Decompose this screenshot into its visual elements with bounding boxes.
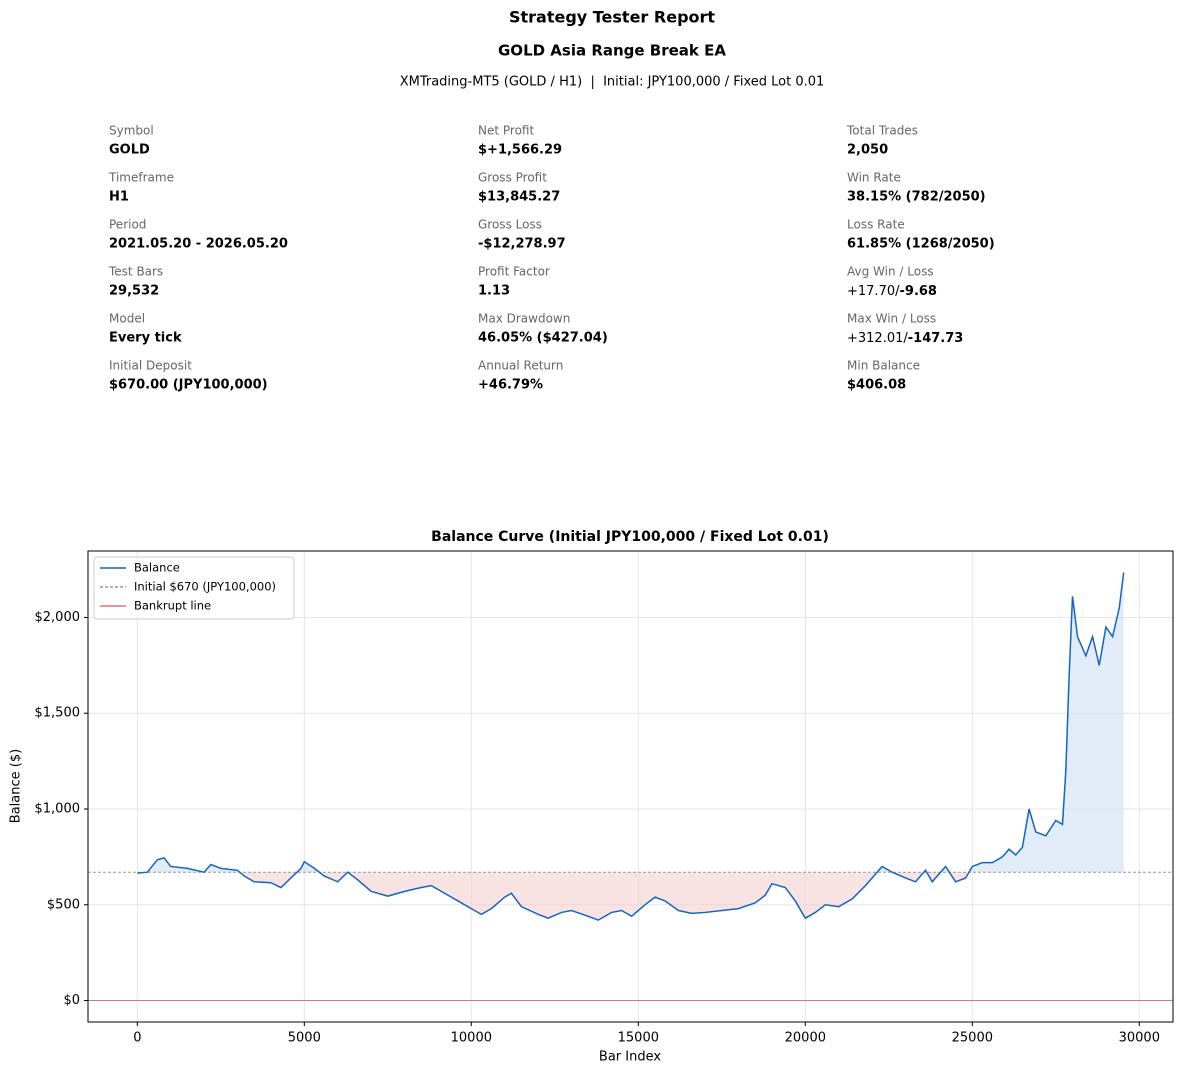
stat-value: 38.15% (782/2050) <box>847 190 986 205</box>
y-tick-label: $2,000 <box>35 610 81 625</box>
stat-value: 2021.05.20 - 2026.05.20 <box>109 237 288 252</box>
stat-label: Test Bars <box>108 265 163 279</box>
y-tick-label: $1,000 <box>35 802 81 817</box>
stat-label: Gross Profit <box>478 171 547 185</box>
report-subtitle: GOLD Asia Range Break EA <box>498 42 726 60</box>
chart-title: Balance Curve (Initial JPY100,000 / Fixe… <box>431 529 829 545</box>
stat-label: Win Rate <box>847 171 901 185</box>
stat-value: +46.79% <box>478 378 543 393</box>
stat-label: Period <box>109 218 146 232</box>
balance-line <box>137 572 1125 921</box>
stat-label: Avg Win / Loss <box>847 265 934 279</box>
stat-label: Max Win / Loss <box>847 312 936 326</box>
x-tick-label: 30000 <box>1119 1031 1160 1046</box>
legend-label: Bankrupt line <box>134 599 211 613</box>
stat-label: Symbol <box>109 124 154 138</box>
y-tick-label: $500 <box>47 897 80 912</box>
stat-label: Min Balance <box>847 359 920 373</box>
stat-label: Total Trades <box>846 124 918 138</box>
report-title: Strategy Tester Report <box>509 8 715 27</box>
stat-value: $670.00 (JPY100,000) <box>109 378 268 393</box>
stat-value: 2,050 <box>847 143 888 158</box>
stat-value-part: -9.68 <box>900 284 937 299</box>
stat-value: 46.05% ($427.04) <box>478 331 608 346</box>
legend-label: Balance <box>134 561 180 575</box>
stat-value: Every tick <box>109 331 182 346</box>
x-tick-label: 10000 <box>451 1031 492 1046</box>
stat-label: Net Profit <box>478 124 534 138</box>
stat-value: 1.13 <box>478 284 510 299</box>
stat-label: Initial Deposit <box>109 359 192 373</box>
x-axis-label: Bar Index <box>599 1050 661 1065</box>
stat-value: H1 <box>109 190 129 205</box>
report-info: XMTrading-MT5 (GOLD / H1) | Initial: JPY… <box>400 75 825 90</box>
x-tick-label: 25000 <box>952 1031 993 1046</box>
x-tick-label: 15000 <box>618 1031 659 1046</box>
plot-frame <box>87 550 1174 1023</box>
stat-value: +17.70/-9.68 <box>847 284 937 299</box>
stat-value: 61.85% (1268/2050) <box>847 237 995 252</box>
stat-value: $13,845.27 <box>478 190 560 205</box>
stat-value: GOLD <box>109 143 150 158</box>
x-tick-label: 20000 <box>785 1031 826 1046</box>
x-tick-label: 5000 <box>288 1031 321 1046</box>
stat-value: $+1,566.29 <box>478 143 562 158</box>
stat-label: Gross Loss <box>478 218 542 232</box>
legend-box <box>93 556 295 620</box>
stat-value: $406.08 <box>847 378 906 393</box>
stat-label: Loss Rate <box>847 218 905 232</box>
stat-label: Profit Factor <box>478 265 550 279</box>
y-axis-label: Balance ($) <box>9 749 24 823</box>
y-tick-label: $1,500 <box>35 706 81 721</box>
stat-value: -$12,278.97 <box>478 237 566 252</box>
fill-below <box>137 872 1124 921</box>
stat-label: Timeframe <box>108 171 174 185</box>
stat-value-part: -147.73 <box>908 331 964 346</box>
stat-label: Annual Return <box>478 359 563 373</box>
fill-above <box>137 572 1124 873</box>
stat-value: 29,532 <box>109 284 159 299</box>
legend-label: Initial $670 (JPY100,000) <box>134 580 276 594</box>
stat-value-part: +17.70/ <box>847 284 900 299</box>
x-tick-label: 0 <box>133 1031 141 1046</box>
stat-value: +312.01/-147.73 <box>847 331 963 346</box>
stat-label: Model <box>109 312 145 326</box>
stat-value-part: +312.01/ <box>847 331 908 346</box>
y-tick-label: $0 <box>63 993 80 1008</box>
stat-label: Max Drawdown <box>478 312 570 326</box>
